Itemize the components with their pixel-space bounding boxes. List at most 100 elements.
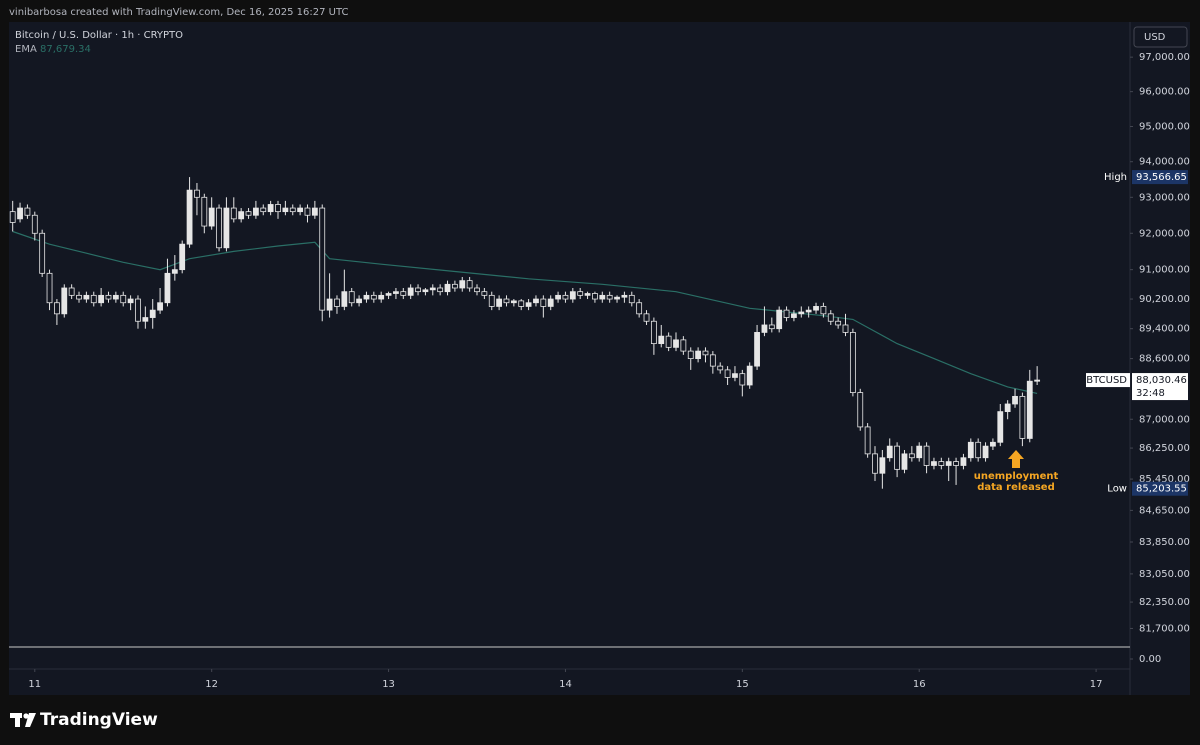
candle-body bbox=[754, 332, 760, 367]
candle-body bbox=[120, 294, 127, 304]
y-tick-label: 83,850.00 bbox=[1139, 537, 1190, 548]
logo-dot bbox=[23, 713, 29, 719]
candle-body bbox=[319, 207, 326, 311]
y-tick-label: 91,000.00 bbox=[1139, 265, 1190, 276]
currency-label[interactable]: USD bbox=[1144, 32, 1166, 43]
y-tick-label: 96,000.00 bbox=[1139, 87, 1190, 98]
candle-body bbox=[9, 211, 16, 223]
candle-body bbox=[864, 426, 871, 455]
y-tick-label: 84,650.00 bbox=[1139, 505, 1190, 516]
candle-body bbox=[46, 272, 53, 304]
candle-body bbox=[960, 457, 967, 466]
candle-body bbox=[945, 461, 952, 466]
candle-body bbox=[179, 243, 186, 271]
candle-body bbox=[112, 294, 119, 300]
candle-body bbox=[474, 287, 480, 293]
candle-body bbox=[385, 293, 392, 296]
candle-body bbox=[245, 211, 252, 216]
candle-body bbox=[798, 311, 805, 315]
x-tick-label: 14 bbox=[559, 679, 572, 690]
candle-body bbox=[164, 272, 171, 304]
candle-body bbox=[31, 214, 38, 234]
y-tick-label: 97,000.00 bbox=[1139, 52, 1190, 63]
candle-body bbox=[680, 339, 687, 352]
candle-body bbox=[157, 302, 163, 311]
price-marker bbox=[1132, 170, 1188, 185]
currency-button[interactable] bbox=[1133, 26, 1188, 48]
candle-body bbox=[643, 313, 650, 322]
candle-body bbox=[835, 320, 842, 326]
candle-body bbox=[61, 287, 68, 315]
symbol-box bbox=[1086, 373, 1130, 388]
candle-body bbox=[975, 441, 982, 459]
candle-body bbox=[208, 207, 215, 227]
credit: vinibarbosa created with TradingView.com… bbox=[9, 7, 349, 18]
candle-body bbox=[90, 294, 97, 304]
y-tick-label: 85,450.00 bbox=[1139, 474, 1190, 485]
candle-body bbox=[783, 309, 790, 318]
x-tick-label: 15 bbox=[736, 679, 749, 690]
candle-body bbox=[54, 302, 60, 315]
candle-body bbox=[732, 373, 738, 378]
candle-body bbox=[422, 289, 429, 293]
candle-body bbox=[547, 298, 554, 307]
candle-body bbox=[444, 283, 451, 293]
ema-legend-name: EMA bbox=[15, 44, 37, 55]
candle-body bbox=[997, 411, 1004, 443]
candle-body bbox=[953, 461, 959, 466]
candle-body bbox=[437, 287, 444, 293]
candle-body bbox=[348, 291, 355, 304]
candle-body bbox=[636, 302, 643, 315]
candle-body bbox=[466, 280, 473, 289]
y-tick-label: 83,050.00 bbox=[1139, 569, 1190, 580]
candle-body bbox=[127, 298, 134, 304]
candle-body bbox=[341, 291, 348, 307]
candle-body bbox=[931, 461, 937, 466]
candle-body bbox=[1034, 379, 1041, 382]
candle-body bbox=[982, 445, 989, 459]
brand-logo: TradingView bbox=[10, 710, 158, 730]
y-tick-label: 92,000.00 bbox=[1139, 228, 1190, 239]
candle-body bbox=[378, 294, 385, 300]
candle-body bbox=[849, 332, 856, 393]
candle-body bbox=[739, 373, 746, 386]
ema-legend-value: 87,679.34 bbox=[40, 44, 91, 55]
x-tick-label: 17 bbox=[1090, 679, 1103, 690]
candle-body bbox=[297, 207, 304, 213]
candle-body bbox=[481, 291, 488, 296]
candle-body bbox=[76, 294, 82, 300]
candle-body bbox=[415, 287, 421, 293]
candle-body bbox=[24, 207, 31, 216]
candle-body bbox=[525, 302, 532, 307]
logo-slash bbox=[25, 713, 36, 727]
candle-body bbox=[186, 189, 193, 245]
candle-body bbox=[592, 293, 598, 300]
candle-body bbox=[311, 207, 318, 216]
candle-body bbox=[238, 211, 245, 220]
candle-body bbox=[709, 354, 716, 367]
candle-body bbox=[488, 294, 495, 307]
candle-body bbox=[282, 207, 289, 213]
annotation-text: data released bbox=[977, 482, 1054, 493]
candle-body bbox=[658, 335, 665, 345]
candle-body bbox=[304, 207, 311, 216]
candle-body bbox=[872, 453, 878, 474]
y-tick-label: 95,000.00 bbox=[1139, 121, 1190, 132]
candle-body bbox=[216, 207, 222, 249]
y-tick-label: 81,700.00 bbox=[1139, 623, 1190, 634]
candle-body bbox=[518, 300, 525, 307]
candle-body bbox=[1019, 395, 1026, 439]
candle-body bbox=[584, 293, 591, 296]
candle-body bbox=[83, 294, 90, 300]
candle-body bbox=[761, 324, 768, 333]
y-tick-label: 93,000.00 bbox=[1139, 192, 1190, 203]
candle-body bbox=[901, 453, 908, 470]
candle-body bbox=[135, 298, 141, 322]
candle-body bbox=[533, 298, 539, 304]
candle-body bbox=[39, 232, 46, 274]
candle-body bbox=[326, 298, 333, 311]
logo-stem bbox=[15, 713, 20, 727]
candle-body bbox=[923, 445, 930, 466]
